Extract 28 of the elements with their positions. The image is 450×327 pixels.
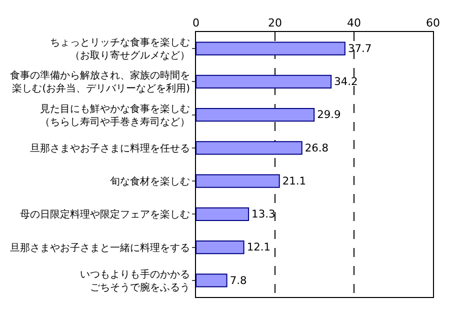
data-label: 21.1 [282, 174, 306, 188]
bar [196, 174, 280, 188]
y-tick-label: 旬な食材を楽しむ [110, 176, 190, 188]
bar [196, 207, 250, 221]
y-tick-label: 旦那さまやお子さまと一緒に料理をする [10, 242, 190, 254]
data-label: 7.8 [230, 274, 247, 287]
y-tick-label: ちょっとリッチな食事を楽しむ（お取り寄せグルメなど） [50, 36, 190, 62]
bar [196, 74, 332, 88]
bar [196, 141, 302, 155]
y-tick-label: 母の日限定料理や限定フェアを楽しむ [20, 208, 190, 221]
data-label: 34.2 [334, 75, 358, 88]
data-label: 37.7 [348, 42, 372, 55]
bar [196, 240, 244, 254]
y-tick-label: いつもよりも手のかかるごちそうで腕をふるう [80, 268, 190, 294]
y-tick-label: 見た目にも鮮やかな食事を楽しむ（ちらし寿司や手巻き寿司など） [40, 102, 190, 128]
data-label: 26.8 [304, 141, 329, 154]
x-tick-label: 0 [192, 16, 200, 30]
bar [196, 274, 228, 288]
bar [196, 108, 315, 122]
data-label: 13.3 [252, 208, 276, 221]
y-tick-label: 食事の準備から解放され、家族の時間を楽しむ(お弁当、デリバリーなどを利用) [10, 70, 190, 95]
data-label: 12.1 [246, 240, 271, 254]
bar [196, 42, 346, 56]
y-tick-label: 旦那さまやお子さまに料理を任せる [30, 142, 190, 154]
data-label: 29.9 [317, 108, 342, 122]
x-tick-label: 40 [347, 16, 361, 30]
x-tick-label: 60 [426, 16, 440, 30]
x-tick-label: 20 [268, 16, 282, 30]
